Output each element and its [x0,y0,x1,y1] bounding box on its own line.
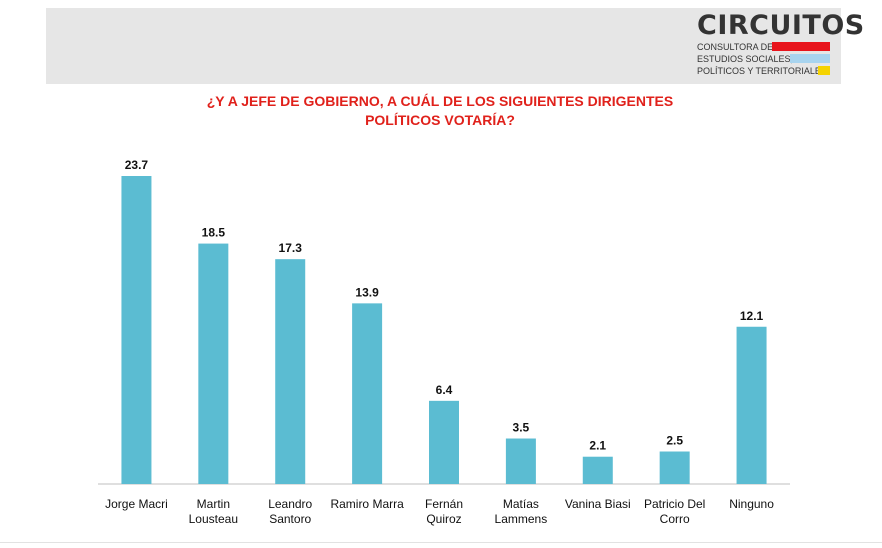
data-label: 3.5 [513,421,530,435]
x-tick-label: Corro [660,512,690,526]
bar [582,456,613,484]
bar [505,438,536,484]
x-tick-label: Patricio Del [644,497,705,511]
x-tick-label: Ramiro Marra [330,497,404,511]
data-label: 18.5 [202,226,226,240]
x-tick-label: Quiroz [426,512,461,526]
logo-blue-bar [790,54,830,63]
x-tick-label: Leandro [268,497,312,511]
bar [429,400,459,484]
bar [198,243,229,484]
x-tick-label: Ninguno [729,497,774,511]
bottom-divider [0,542,882,543]
x-tick-label: Santoro [269,512,311,526]
logo-red-bar [772,42,830,51]
logo-yellow-bar [818,66,830,75]
logo-line-2: ESTUDIOS SOCIALES, [697,54,794,64]
x-tick-label: Fernán [425,497,463,511]
data-label: 2.1 [589,439,606,453]
x-tick-label: Vanina Biasi [565,497,631,511]
data-label: 13.9 [355,285,379,299]
logo-line-3: POLÍTICOS Y TERRITORIALES [697,66,827,76]
bar [121,176,152,484]
x-tick-label: Martin [197,497,230,511]
x-tick-label: Jorge Macri [105,497,168,511]
bar [275,259,306,484]
logo-line-1: CONSULTORA DE [697,42,774,52]
x-tick-label: Lousteau [189,512,238,526]
data-label: 12.1 [740,309,764,323]
data-label: 6.4 [436,383,453,397]
chart-title-line-1: ¿Y A JEFE DE GOBIERNO, A CUÁL DE LOS SIG… [206,93,674,109]
x-tick-label: Matías [503,497,539,511]
bar [659,451,690,484]
circuitos-logo: CIRCUITOS CONSULTORA DE ESTUDIOS SOCIALE… [697,11,864,83]
data-label: 17.3 [279,241,303,255]
logo-name: CIRCUITOS [697,10,865,41]
x-tick-label: Lammens [495,512,548,526]
bar [736,326,767,484]
data-label: 23.7 [125,158,149,172]
data-label: 2.5 [666,434,683,448]
chart-title: ¿Y A JEFE DE GOBIERNO, A CUÁL DE LOS SIG… [130,92,750,130]
chart-title-line-2: POLÍTICOS VOTARÍA? [365,112,515,128]
bar [352,303,383,484]
header-band [46,8,841,84]
